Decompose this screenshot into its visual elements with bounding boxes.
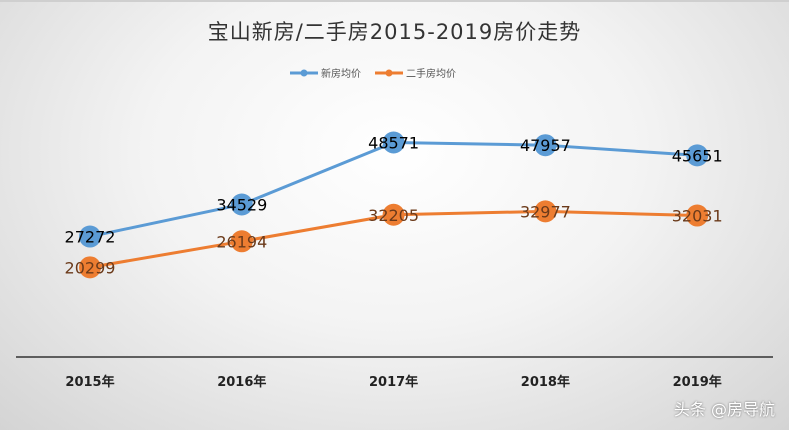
data-label: 26194 [216,232,267,251]
data-point [382,131,405,154]
data-point [534,200,557,223]
data-point [230,230,253,253]
legend-marker-second [375,69,403,76]
data-label: 45651 [672,146,723,165]
legend-item-second: 二手房均价 [375,65,456,80]
legend-marker-new [290,69,318,76]
data-point [230,193,253,216]
data-label: 48571 [368,133,419,152]
data-label: 32031 [672,207,723,226]
data-point [79,225,101,248]
legend-label-second: 二手房均价 [406,69,456,80]
legend-item-new: 新房均价 [290,65,361,80]
x-tick-label: 2018年 [521,374,570,390]
data-label: 47957 [520,136,571,155]
data-label: 32977 [520,202,571,221]
data-label: 27272 [65,228,116,247]
data-point [686,204,709,227]
watermark: 头条 @房导航 [673,400,775,419]
data-point [382,203,405,226]
x-tick-label: 2016年 [217,374,266,390]
x-tick-label: 2017年 [369,374,418,390]
x-tick-label: 2019年 [673,374,722,390]
data-label: 34529 [216,195,267,214]
legend-label-new: 新房均价 [321,69,361,80]
data-label: 32205 [368,206,419,225]
data-label: 20299 [65,258,116,277]
data-point [686,144,709,167]
data-point [534,134,557,157]
x-tick-label: 2015年 [65,374,114,390]
data-point [79,256,101,279]
legend: 新房均价 二手房均价 [290,65,456,80]
chart-title: 宝山新房/二手房2015-2019房价走势 [207,20,582,44]
